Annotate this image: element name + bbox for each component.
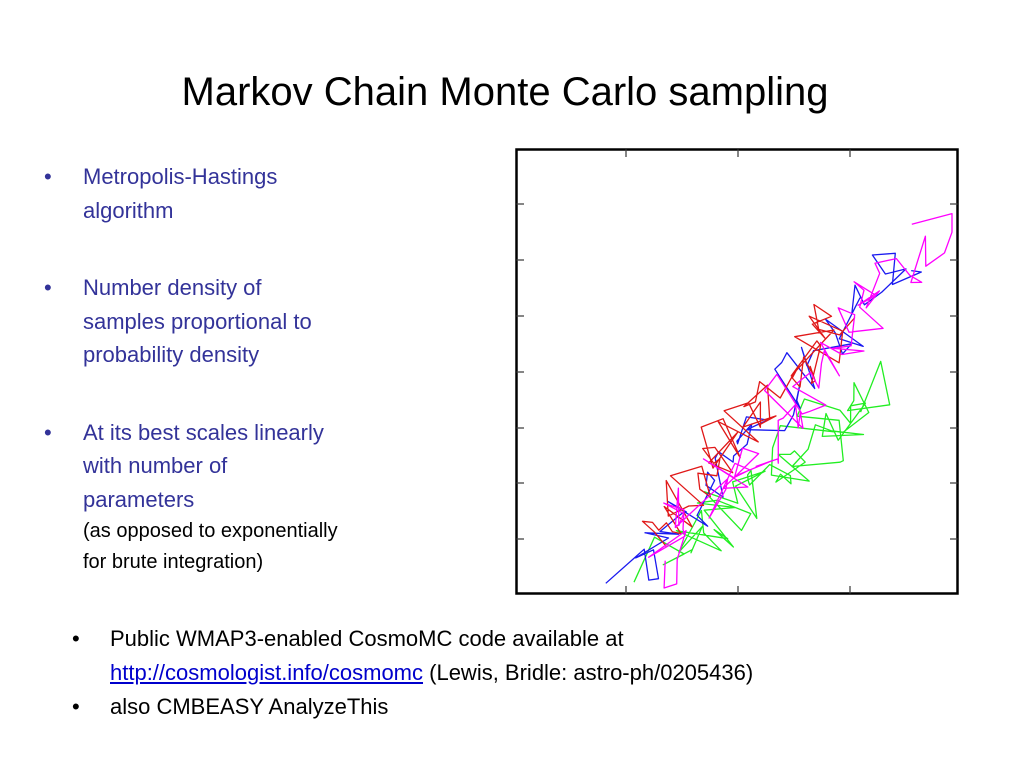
bullet-cmbeasy: • also CMBEASY AnalyzeThis bbox=[72, 690, 1012, 724]
bullet-line: with number of bbox=[83, 453, 228, 478]
bullet-dot-icon: • bbox=[44, 164, 52, 189]
plot-frame bbox=[515, 148, 959, 595]
bullet-scales-linearly: • At its best scales linearly with numbe… bbox=[44, 416, 424, 579]
bullet-dot-icon: • bbox=[72, 626, 80, 651]
bullet-subnote: for brute integration) bbox=[83, 551, 264, 573]
bullet-line: At its best scales linearly bbox=[83, 419, 324, 445]
bullet-cosmomc: • Public WMAP3-enabled CosmoMC code avai… bbox=[72, 622, 1012, 690]
bullet-dot-icon: • bbox=[72, 694, 80, 719]
bullet-dot-icon: • bbox=[44, 419, 52, 445]
bullet-line: algorithm bbox=[83, 197, 174, 223]
slide-title: Markov Chain Monte Carlo sampling bbox=[181, 70, 829, 114]
left-bullet-list: • Metropolis-Hastings algorithm • Number… bbox=[44, 160, 424, 578]
chain-green-line bbox=[633, 360, 891, 583]
bullet-line: Metropolis-Hastings bbox=[83, 164, 278, 189]
bullet-line: Public WMAP3-enabled CosmoMC code availa… bbox=[110, 626, 624, 651]
bullet-line: also CMBEASY AnalyzeThis bbox=[110, 694, 389, 719]
bullet-subnote: (as opposed to exponentially bbox=[83, 520, 338, 542]
chain-magenta-line bbox=[647, 212, 953, 589]
sample-chains bbox=[605, 212, 953, 589]
bottom-bullet-list: • Public WMAP3-enabled CosmoMC code avai… bbox=[72, 622, 1012, 724]
bullet-line: Number density of bbox=[83, 275, 262, 300]
bullet-line: samples proportional to bbox=[83, 308, 312, 334]
mcmc-chain-plot bbox=[515, 148, 959, 595]
bullet-line: parameters bbox=[83, 486, 195, 512]
axis-ticks bbox=[516, 149, 958, 594]
bullet-line: http://cosmologist.info/cosmomc (Lewis, … bbox=[110, 656, 1012, 690]
bullet-metropolis-hastings: • Metropolis-Hastings algorithm bbox=[44, 160, 424, 227]
citation-text: (Lewis, Bridle: astro-ph/0205436) bbox=[423, 660, 754, 685]
bullet-dot-icon: • bbox=[44, 275, 52, 300]
bullet-number-density: • Number density of samples proportional… bbox=[44, 271, 424, 372]
cosmomc-link[interactable]: http://cosmologist.info/cosmomc bbox=[110, 660, 424, 685]
bullet-line: probability density bbox=[83, 342, 260, 367]
